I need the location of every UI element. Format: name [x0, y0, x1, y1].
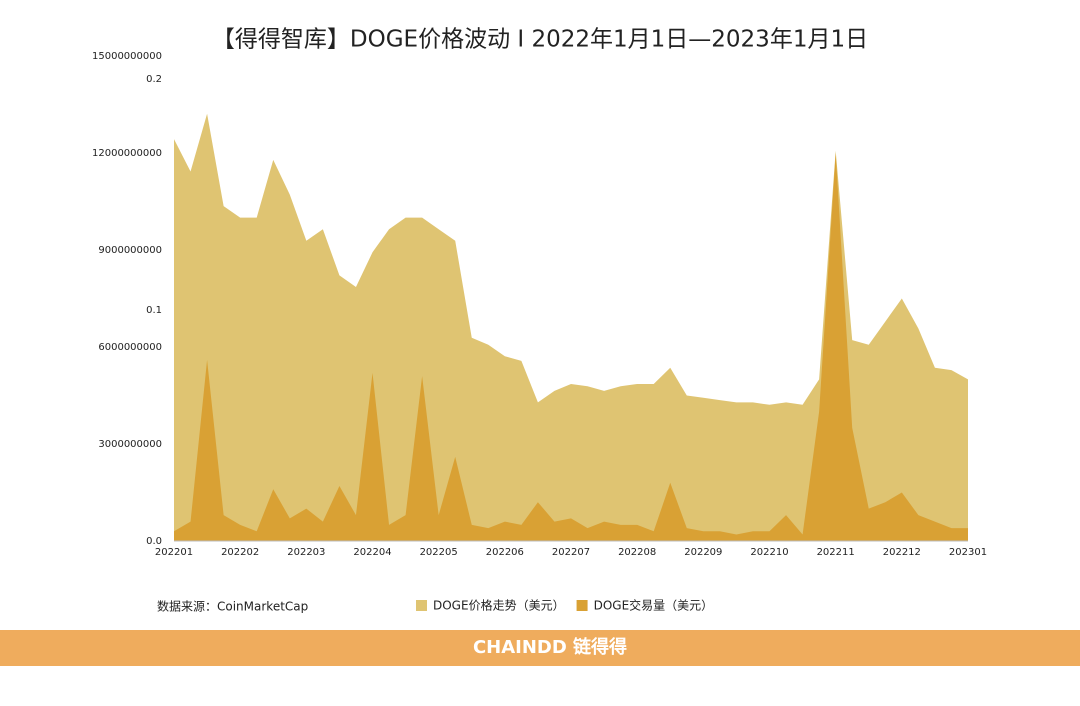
x-tick-label: 202206: [486, 547, 524, 558]
x-tick-label: 202212: [883, 547, 921, 558]
y-tick-label: 15000000000: [92, 51, 162, 62]
brand: CHAINDD 链得得: [473, 636, 627, 658]
x-tick-label: 202204: [353, 547, 391, 558]
x-tick-label: 202203: [287, 547, 325, 558]
area: [174, 153, 968, 541]
y-tick-label: 9000000000: [98, 245, 162, 256]
x-tick-label: 202201: [155, 547, 193, 558]
chart-title: 【得得智库】DOGE价格波动 I 2022年1月1日—2023年1月1日: [212, 27, 868, 53]
legend-label: DOGE价格走势（美元）: [433, 598, 565, 613]
x-tick-label: 202209: [684, 547, 722, 558]
y-tick-label: 6000000000: [98, 342, 162, 353]
y-tick-label: 3000000000: [98, 439, 162, 450]
legend-swatch: [576, 600, 588, 611]
legend-label: DOGE交易量（美元）: [594, 598, 714, 613]
y2-tick-label: 0.1: [146, 305, 162, 316]
x-tick-label: 202207: [552, 547, 590, 558]
source: 数据来源：CoinMarketCap: [157, 599, 308, 614]
x-tick-label: 202211: [817, 547, 855, 558]
y2-tick-label: 0.2: [146, 74, 162, 85]
x-tick-label: 202301: [949, 547, 987, 558]
x-tick-label: 202205: [420, 547, 458, 558]
banner: [0, 630, 1080, 666]
x-tick-label: 202202: [221, 547, 259, 558]
x-tick-label: 202208: [618, 547, 656, 558]
x-tick-label: 202210: [750, 547, 788, 558]
y2-tick-label: 0.0: [146, 536, 162, 547]
y-tick-label: 12000000000: [92, 148, 162, 159]
legend-swatch: [416, 600, 427, 611]
